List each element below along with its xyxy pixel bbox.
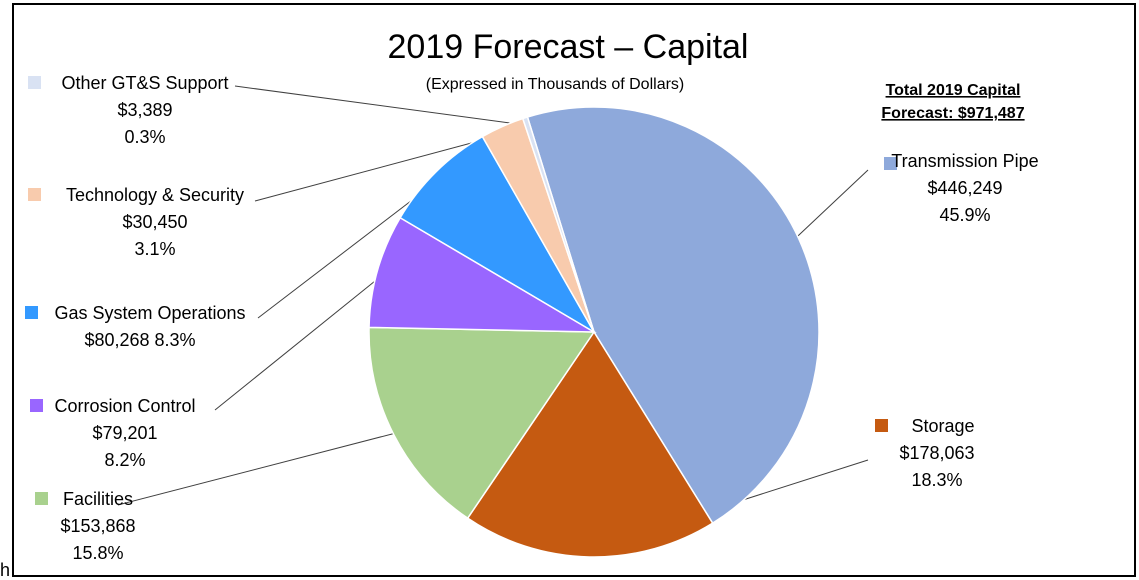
leader-line (117, 431, 402, 506)
slice-value: $153,868 (60, 516, 135, 536)
slice-value: $3,389 (117, 100, 172, 120)
slice-value: $446,249 (927, 178, 1002, 198)
legend-swatch (35, 492, 48, 505)
slice-label: Corrosion Control (54, 396, 195, 416)
pie-slice (526, 106, 820, 525)
slice-percent: 18.3% (911, 470, 962, 490)
slice-label: Technology & Security (66, 185, 244, 205)
legend-swatch (25, 306, 38, 319)
slice-label: Gas System Operations (54, 303, 245, 323)
pie-slice (521, 116, 595, 333)
total-forecast-line1: Total 2019 Capital (886, 82, 1021, 99)
slice-label: Transmission Pipe (891, 151, 1038, 171)
pie-slice (368, 326, 596, 520)
pie-slice (399, 135, 597, 335)
slice-percent: 3.1% (134, 239, 175, 259)
stray-text: h (0, 560, 11, 580)
legend-swatch (28, 188, 41, 201)
legend-swatch (875, 419, 888, 432)
leader-line (791, 169, 869, 243)
slice-value: $178,063 (899, 443, 974, 463)
slice-percent: 45.9% (939, 205, 990, 225)
slice-label: Facilities (63, 489, 133, 509)
pie-slice (466, 330, 714, 558)
slice-label: Storage (911, 416, 974, 436)
legend-swatch (30, 399, 43, 412)
leader-line (214, 272, 386, 411)
slice-percent: 0.3% (124, 127, 165, 147)
legend-swatch (28, 76, 41, 89)
chart-title: 2019 Forecast – Capital (388, 28, 749, 66)
slice-value-percent: $80,268 8.3% (84, 330, 195, 350)
slice-percent: 8.2% (104, 450, 145, 470)
slice-percent: 15.8% (72, 543, 123, 563)
slice-value: $30,450 (122, 212, 187, 232)
slice-value: $79,201 (92, 423, 157, 443)
leader-line (254, 133, 506, 202)
chart-subtitle: (Expressed in Thousands of Dollars) (426, 76, 685, 93)
chart-frame (12, 3, 1136, 577)
leader-line (234, 85, 528, 126)
total-forecast-line2: Forecast: $971,487 (881, 105, 1024, 122)
pie-slice (368, 216, 597, 333)
legend-swatch (884, 157, 897, 170)
slice-label: Other GT&S Support (61, 73, 228, 93)
